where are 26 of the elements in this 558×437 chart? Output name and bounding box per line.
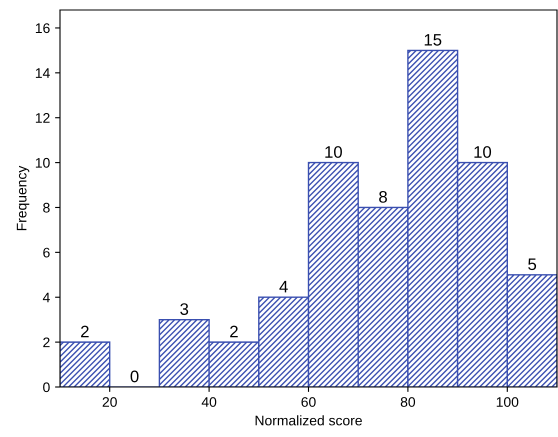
y-tick-label: 2 [43, 337, 50, 348]
y-tick-label: 10 [36, 158, 50, 168]
data-label: 10 [325, 146, 342, 158]
y-tick-label: 6 [43, 248, 50, 258]
y-tick-label: 16 [36, 23, 50, 34]
y-tick-label: 4 [42, 292, 50, 302]
y-tick-label: 8 [43, 202, 50, 213]
x-tick-label: 20 [102, 397, 117, 407]
data-label: 10 [474, 146, 492, 158]
x-tick-label: 40 [202, 397, 216, 407]
y-axis-title: Frequency [16, 166, 30, 230]
data-label: 5 [528, 258, 536, 270]
data-label: 0 [130, 370, 139, 382]
data-label: 15 [424, 34, 442, 46]
x-tick-label: 60 [301, 397, 316, 407]
data-label: 4 [279, 280, 288, 292]
x-tick-label: 100 [496, 397, 518, 407]
x-tick-label: 80 [400, 397, 416, 407]
y-tick-label: 14 [36, 68, 50, 78]
data-label: 3 [180, 303, 188, 315]
x-axis-title: Normalized score [256, 415, 362, 426]
data-label: 2 [230, 326, 238, 338]
data-label: 8 [379, 190, 387, 203]
data-label: 2 [81, 326, 89, 338]
y-tick-label: 0 [43, 382, 50, 392]
y-tick-label: 12 [36, 113, 50, 123]
